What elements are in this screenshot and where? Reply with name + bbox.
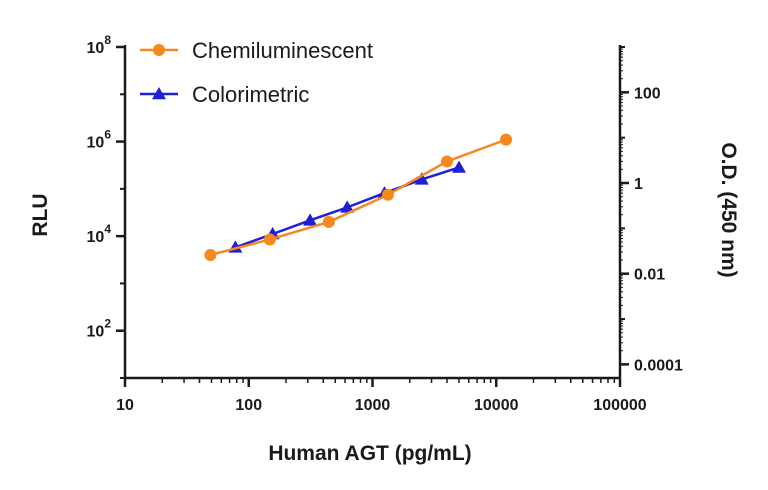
legend-label: Colorimetric	[192, 82, 309, 107]
data-point	[204, 248, 217, 261]
data-point	[303, 213, 318, 226]
y-tick-label: 108	[87, 33, 112, 57]
legend-marker	[152, 87, 166, 100]
data-point	[322, 215, 335, 228]
y2-tick-label: 1	[634, 176, 643, 193]
series-chemiluminescent	[204, 133, 513, 261]
data-point	[451, 160, 466, 173]
x-tick-label: 10000	[474, 397, 519, 414]
y2-tick-label: 100	[634, 85, 661, 102]
data-point	[381, 188, 394, 201]
legend-item: Colorimetric	[140, 82, 309, 107]
y2-axis-title: O.D. (450 nm)	[717, 142, 740, 277]
y-tick-label: 104	[87, 222, 112, 246]
y-tick-label: 102	[87, 317, 112, 341]
legend-item: Chemiluminescent	[140, 38, 373, 63]
x-tick-label: 100	[235, 397, 262, 414]
axes: 10 100 1000 10000 100000 102 104 106 108 0.0001 0.…	[87, 33, 684, 414]
legend-marker	[153, 44, 165, 56]
x-tick-label: 100000	[593, 397, 646, 414]
x-tick-label: 1000	[355, 397, 391, 414]
y-axis-title: RLU	[29, 193, 52, 236]
legend-label: Chemiluminescent	[192, 38, 373, 63]
data-point	[500, 133, 513, 146]
y2-tick-label: 0.0001	[634, 357, 683, 374]
data-point	[441, 155, 454, 168]
data-point	[414, 172, 429, 185]
y2-tick-label: 0.01	[634, 267, 665, 284]
series-layer	[204, 133, 513, 261]
data-point	[263, 233, 276, 246]
x-axis-title: Human AGT (pg/mL)	[268, 442, 471, 465]
data-point	[340, 200, 355, 213]
x-tick-label: 10	[116, 397, 134, 414]
legend: Chemiluminescent Colorimetric	[140, 38, 373, 107]
y-tick-label: 106	[87, 128, 112, 152]
series-line	[210, 138, 507, 257]
